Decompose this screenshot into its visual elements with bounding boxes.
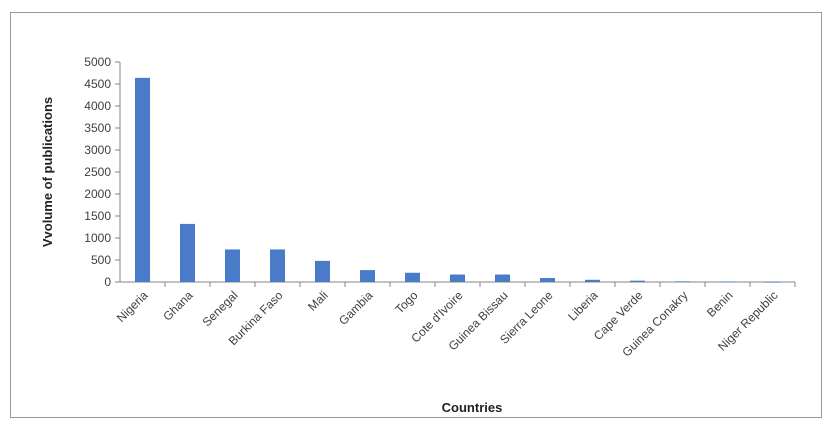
- y-tick-label: 1000: [84, 231, 111, 245]
- x-axis-title: Countries: [442, 400, 503, 415]
- bar: [585, 279, 600, 282]
- y-tick-label: 500: [91, 253, 111, 267]
- x-tick-label: Liberia: [565, 288, 601, 324]
- y-tick-label: 4000: [84, 99, 111, 113]
- y-tick-label: 3000: [84, 143, 111, 157]
- bar: [405, 272, 420, 282]
- bar: [765, 281, 780, 283]
- bar: [315, 260, 330, 282]
- x-tick-label: Togo: [392, 288, 421, 317]
- bar: [630, 280, 645, 282]
- bar: [135, 77, 150, 282]
- bar: [540, 278, 555, 282]
- y-tick-label: 2500: [84, 165, 111, 179]
- bars: [135, 77, 780, 283]
- bar: [180, 223, 195, 282]
- bar: [270, 249, 285, 282]
- x-tick-label: Benin: [704, 288, 736, 320]
- x-tick-label: Mali: [305, 288, 330, 313]
- bar: [720, 281, 735, 283]
- bar: [450, 274, 465, 282]
- y-tick-label: 0: [104, 275, 111, 289]
- bar: [675, 281, 690, 283]
- x-tick-label: Gambia: [336, 288, 376, 328]
- bar: [360, 270, 375, 282]
- y-tick-label: 4500: [84, 77, 111, 91]
- x-tick-label: Nigeria: [114, 288, 151, 325]
- y-tick-label: 2000: [84, 187, 111, 201]
- bar: [225, 249, 240, 282]
- bar: [495, 274, 510, 282]
- y-axis: 0 500 1000 1500 2000 2500 3000 3500 4000 4500 5000: [84, 55, 121, 289]
- x-tick-label: Ghana: [160, 288, 196, 324]
- y-tick-label: 1500: [84, 209, 111, 223]
- y-tick-label: 5000: [84, 55, 111, 69]
- y-tick-label: 3500: [84, 121, 111, 135]
- y-axis-title: Vvolume of publications: [40, 97, 55, 247]
- x-tick-label: Senegal: [200, 288, 241, 329]
